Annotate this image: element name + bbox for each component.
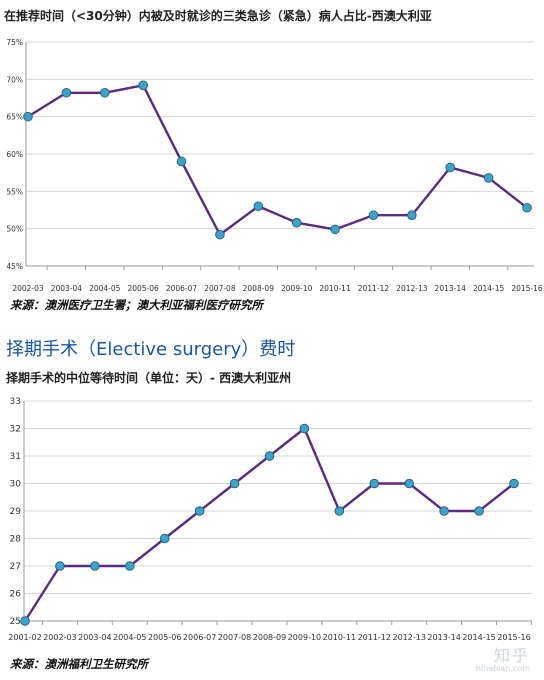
y-tick-label: 65% <box>6 113 23 122</box>
x-tick-label: 2005-06 <box>127 284 159 293</box>
y-tick-label: 26 <box>10 590 22 600</box>
y-tick-label: 27 <box>10 562 21 572</box>
x-tick-label: 2012-13 <box>396 284 428 293</box>
data-point <box>99 87 110 98</box>
x-tick-label: 2007-08 <box>204 284 236 293</box>
chart1-plot: 45% 50% 55% 60% 65% 70% 75% 2002-03 2003-04 2004-… <box>6 38 543 293</box>
data-point <box>407 210 417 221</box>
data-point <box>483 173 494 183</box>
y-tick-label: 33 <box>10 397 21 407</box>
y-tick-label: 55% <box>6 187 23 196</box>
y-tick-label: 75% <box>6 38 23 47</box>
y-tick-label: 70% <box>6 75 23 84</box>
x-tick-label: 2008-09 <box>253 633 286 642</box>
x-tick-label: 2010-11 <box>323 633 356 642</box>
x-tick-label: 2011-12 <box>358 284 390 293</box>
data-point <box>194 506 205 516</box>
data-point <box>299 423 310 434</box>
watermark-subtext: hinabian.com <box>475 664 530 673</box>
x-tick-label: 2003-04 <box>78 633 111 642</box>
data-point <box>291 217 302 228</box>
x-tick-label: 2011-12 <box>358 633 391 642</box>
data-point <box>404 478 415 489</box>
x-tick-label: 2010-11 <box>319 284 351 293</box>
x-tick-label: 2007-08 <box>218 633 251 642</box>
data-point <box>229 478 240 489</box>
x-tick-label: 2005-06 <box>148 633 181 642</box>
x-tick-label: 2002-03 <box>43 633 76 642</box>
x-tick-label: 2015-16 <box>511 284 543 293</box>
data-point <box>368 210 379 221</box>
x-tick-label: 2009-10 <box>281 284 313 293</box>
data-point <box>61 87 72 98</box>
y-tick-label: 45% <box>6 262 23 271</box>
data-point <box>176 156 187 167</box>
chart2-title: 择期手术的中位等待时间（单位：天）- 西澳大利亚州 <box>6 371 292 385</box>
x-tick-label: 2014-15 <box>473 284 505 293</box>
y-tick-label: 29 <box>10 507 22 517</box>
x-tick-label: 2006-07 <box>183 633 216 642</box>
data-point <box>369 478 380 489</box>
x-tick-label: 2006-07 <box>166 284 198 293</box>
watermark-text: 知乎 <box>493 646 530 665</box>
x-tick-label: 2013-14 <box>427 633 460 642</box>
data-point <box>522 202 532 213</box>
data-point <box>90 561 100 571</box>
x-tick-label: 2002-03 <box>12 284 44 293</box>
data-point <box>124 561 135 571</box>
x-tick-label: 2003-04 <box>51 284 83 293</box>
y-tick-label: 28 <box>10 535 22 545</box>
x-tick-label: 2012-13 <box>392 633 425 642</box>
x-tick-label: 2008-09 <box>243 284 275 293</box>
data-point <box>253 201 264 212</box>
data-point <box>55 561 65 571</box>
x-tick-label: 2013-14 <box>435 284 467 293</box>
data-point <box>264 451 275 461</box>
y-tick-label: 25 <box>10 617 21 627</box>
data-point <box>439 506 449 516</box>
watermark: 知乎 hinabian.com <box>475 648 530 674</box>
y-tick-label: 50% <box>6 225 23 234</box>
data-point <box>215 229 225 240</box>
chart1-title: 在推荐时间（<30分钟）内被及时就诊的三类急诊（紧急）病人占比-西澳大利亚 <box>4 9 432 23</box>
chart2-source: 来源：澳洲福利卫生研究所 <box>10 657 148 671</box>
chart1-source: 来源：澳洲医疗卫生署；澳大利亚福利医疗研究所 <box>10 298 263 312</box>
x-tick-label: 2014-15 <box>462 633 495 642</box>
series-line <box>27 84 528 236</box>
data-point <box>474 506 484 516</box>
data-point <box>330 224 340 235</box>
data-point <box>334 506 345 516</box>
x-tick-label: 2004-05 <box>89 284 121 293</box>
y-tick-label: 30 <box>10 480 22 490</box>
y-tick-label: 31 <box>10 452 21 462</box>
data-point <box>138 80 148 91</box>
y-tick-label: 32 <box>10 425 21 435</box>
x-tick-label: 2004-05 <box>113 633 146 642</box>
data-point <box>23 111 33 122</box>
x-tick-label: 2001-02 <box>8 633 41 642</box>
section-heading: 择期手术（Elective surgery）费时 <box>6 339 296 360</box>
data-point <box>159 533 170 544</box>
y-tick-label: 60% <box>6 150 23 159</box>
x-tick-label: 2015-16 <box>497 633 530 642</box>
data-point <box>20 616 30 626</box>
data-point <box>445 162 456 173</box>
data-point <box>509 478 519 489</box>
x-tick-label: 2009-10 <box>288 633 321 642</box>
